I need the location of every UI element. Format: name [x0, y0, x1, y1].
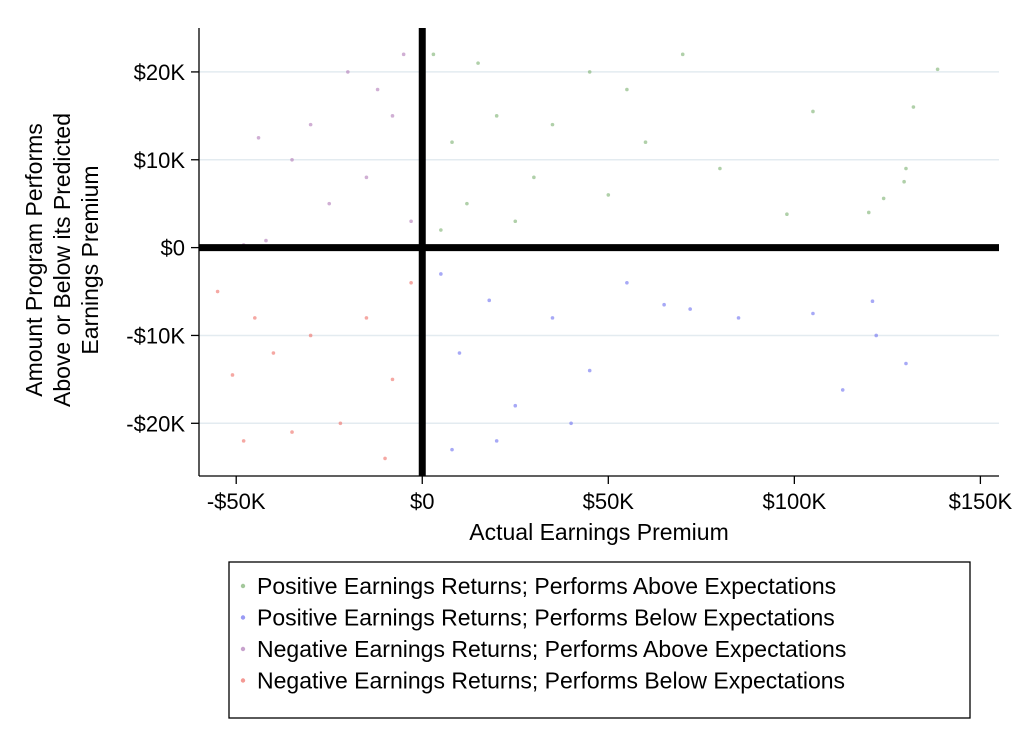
data-point: [364, 316, 369, 320]
legend-marker: [240, 583, 246, 589]
x-tick-label: -$50K: [207, 489, 266, 514]
y-tick-label: -$10K: [126, 323, 185, 348]
y-tick-label: $10K: [134, 148, 186, 173]
data-point: [487, 298, 492, 303]
data-point: [230, 373, 235, 377]
y-axis-title-line: Amount Program Performs: [21, 123, 47, 397]
legend-label: Positive Earnings Returns; Performs Abov…: [257, 573, 836, 599]
data-point: [409, 280, 413, 285]
data-point: [625, 280, 629, 285]
data-point: [904, 361, 908, 366]
y-axis-title-line: Above or Below its Predicted: [49, 113, 75, 407]
data-point: [253, 316, 257, 320]
data-point: [587, 70, 592, 74]
legend-label: Negative Earnings Returns; Performs Belo…: [257, 668, 845, 694]
data-point: [215, 289, 220, 294]
y-tick-label: -$20K: [126, 411, 185, 436]
data-point: [874, 333, 879, 338]
y-axis-title: Amount Program Performs Above or Below it…: [21, 113, 103, 407]
data-point: [241, 439, 246, 443]
data-point: [439, 272, 443, 276]
data-point: [902, 179, 906, 184]
data-point: [532, 175, 536, 180]
data-point: [390, 377, 395, 382]
data-point: [811, 311, 815, 316]
data-point: [256, 136, 261, 140]
data-point: [625, 87, 629, 92]
data-point: [606, 193, 611, 197]
data-point: [476, 61, 480, 65]
data-point: [375, 87, 380, 92]
data-point: [494, 439, 499, 443]
data-point: [811, 109, 815, 114]
x-tick-label: $0: [410, 489, 434, 514]
data-point: [550, 316, 555, 320]
data-point: [662, 302, 666, 307]
legend-label: Negative Earnings Returns; Performs Abov…: [257, 636, 846, 662]
data-point: [840, 388, 845, 392]
series-2: [241, 52, 413, 247]
data-point: [327, 201, 332, 206]
data-point: [290, 430, 294, 434]
data-point: [736, 316, 741, 320]
legend-marker: [240, 646, 246, 652]
x-tick-label: $100K: [763, 489, 827, 514]
data-point: [409, 219, 413, 224]
y-tick-label: $0: [161, 236, 185, 261]
data-point: [587, 368, 592, 373]
legend-box: [228, 561, 971, 719]
legend-label: Positive Earnings Returns; Performs Belo…: [257, 605, 835, 631]
legend: Positive Earnings Returns; Performs Abov…: [228, 561, 971, 719]
data-point: [785, 212, 789, 217]
series-1: [439, 272, 908, 452]
data-point: [457, 351, 462, 355]
data-point: [718, 166, 722, 171]
data-point: [643, 140, 648, 144]
scatter-points: [215, 52, 940, 461]
data-point: [870, 299, 875, 303]
y-axis-title-line: Earnings Premium: [77, 165, 103, 354]
data-point: [390, 114, 395, 118]
data-point: [364, 175, 369, 180]
x-tick-label: $150K: [949, 489, 1013, 514]
data-point: [680, 52, 685, 57]
data-point: [338, 421, 343, 426]
data-point: [346, 70, 350, 74]
x-axis-title: Actual Earnings Premium: [469, 519, 729, 545]
data-point: [513, 219, 518, 224]
data-point: [271, 351, 276, 355]
data-point: [911, 105, 916, 109]
axes: [191, 28, 999, 484]
series-3: [215, 280, 413, 461]
data-point: [494, 114, 499, 118]
data-point: [465, 201, 469, 206]
data-point: [401, 52, 406, 57]
data-point: [569, 421, 573, 426]
data-point: [866, 210, 871, 215]
data-point: [688, 307, 692, 311]
data-point: [439, 228, 443, 232]
tick-labels: -$20K -$10K $0 $10K $20K -$50K $0 $50K $100K $150…: [126, 60, 1012, 514]
data-point: [264, 238, 268, 243]
data-point: [290, 157, 294, 162]
data-point: [904, 166, 908, 171]
data-point: [383, 456, 387, 461]
data-point: [308, 333, 313, 338]
reference-lines: [199, 28, 999, 476]
data-point: [450, 140, 454, 144]
data-point: [881, 196, 886, 201]
legend-marker: [240, 615, 246, 620]
x-tick-label: $50K: [583, 489, 635, 514]
data-point: [935, 67, 940, 72]
data-point: [308, 122, 313, 127]
series-0: [431, 52, 940, 232]
y-tick-label: $20K: [134, 60, 186, 85]
legend-marker: [240, 678, 246, 683]
data-point: [513, 403, 518, 408]
data-point: [431, 52, 436, 57]
data-point: [450, 447, 454, 452]
data-point: [550, 122, 555, 127]
